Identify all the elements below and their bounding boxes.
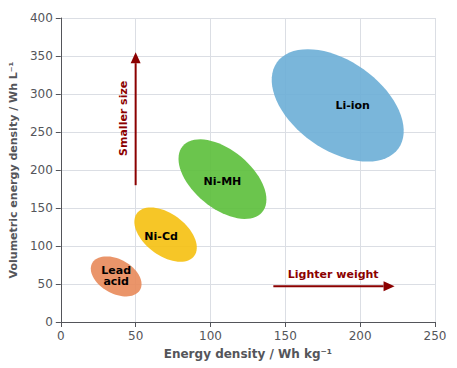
svg-text:200: 200 [30,163,53,177]
svg-text:Lead: Lead [101,264,132,278]
svg-text:200: 200 [349,329,372,343]
svg-text:Ni-Cd: Ni-Cd [144,230,178,243]
svg-text:Volumetric energy density / Wh: Volumetric energy density / Wh L⁻¹ [7,61,20,278]
svg-text:Li-ion: Li-ion [335,99,370,112]
svg-text:0: 0 [57,329,65,343]
svg-text:Ni-MH: Ni-MH [204,175,242,188]
svg-text:100: 100 [30,239,53,253]
svg-text:400: 400 [30,11,53,25]
svg-text:50: 50 [128,329,143,343]
svg-text:150: 150 [30,201,53,215]
svg-text:0: 0 [45,315,53,329]
svg-text:Smaller size: Smaller size [117,81,130,156]
svg-text:250: 250 [424,329,447,343]
svg-text:150: 150 [274,329,297,343]
svg-text:350: 350 [30,49,53,63]
svg-text:50: 50 [38,277,53,291]
svg-text:Energy density / Wh kg⁻¹: Energy density / Wh kg⁻¹ [164,347,332,361]
svg-text:100: 100 [199,329,222,343]
svg-text:acid: acid [103,275,129,288]
svg-text:250: 250 [30,125,53,139]
svg-text:Lighter weight: Lighter weight [288,268,379,281]
svg-text:300: 300 [30,87,53,101]
